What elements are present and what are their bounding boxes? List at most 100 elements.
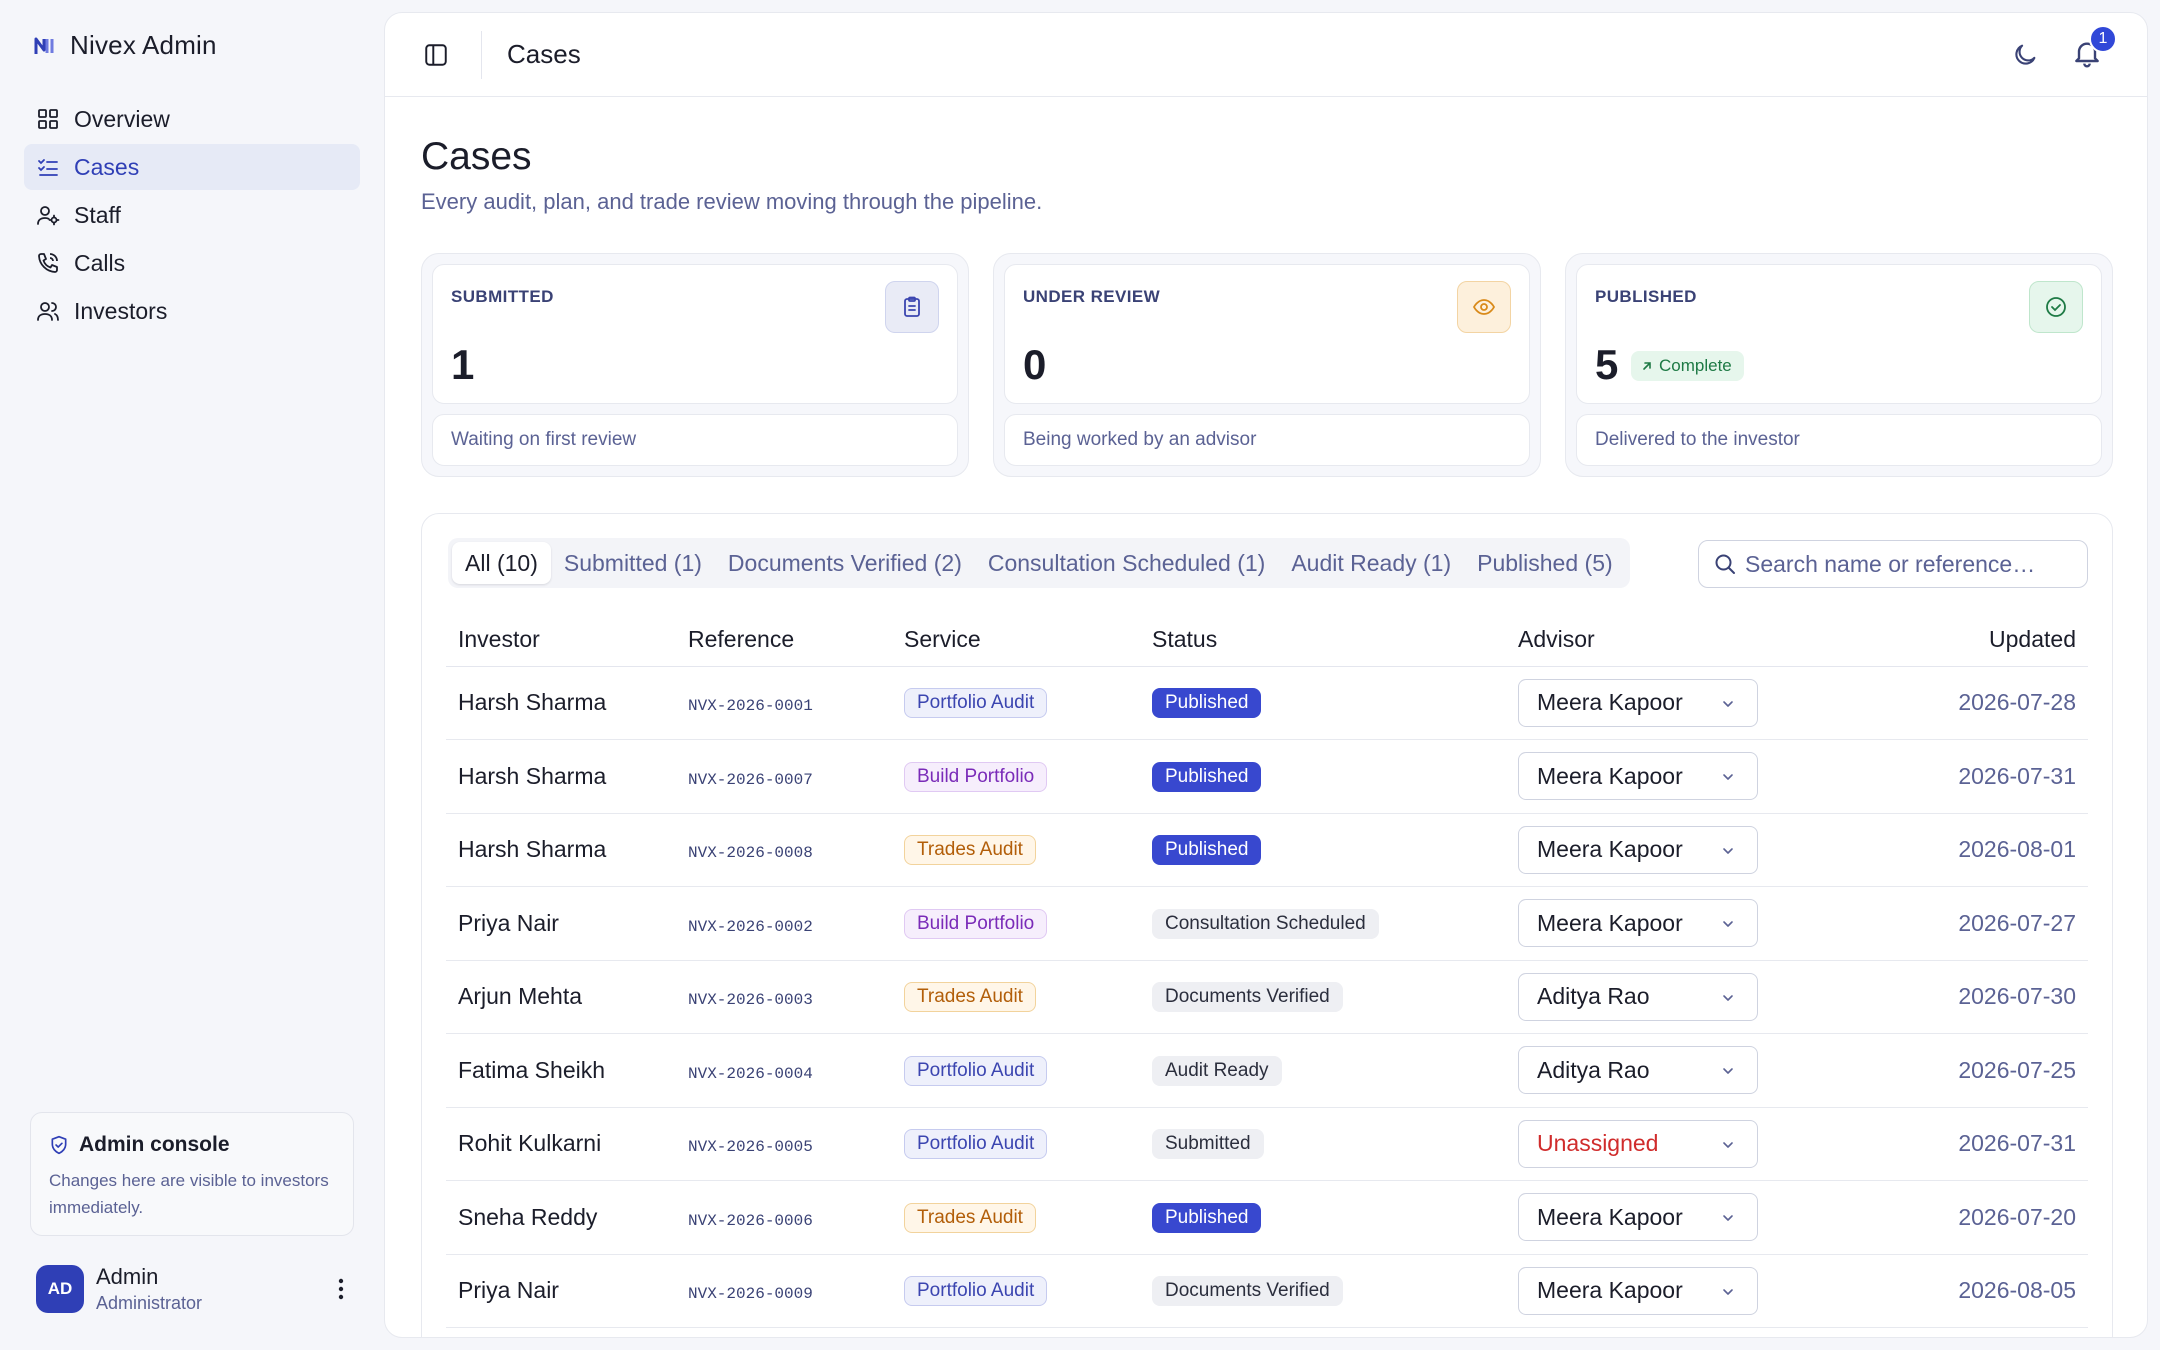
clipboard-icon: [904, 296, 920, 317]
advisor-select[interactable]: Meera Kapoor: [1518, 899, 1758, 948]
table-row[interactable]: Fatima Sheikh NVX-2026-0004 Portfolio Audi…: [446, 1033, 2088, 1108]
stat-icon-box: [885, 281, 939, 333]
table-row[interactable]: Arjun Mehta NVX-2026-0003 Trades Audit Docu…: [446, 960, 2088, 1034]
moon-icon[interactable]: [2011, 41, 2039, 69]
sidebar-item-staff[interactable]: Staff: [24, 192, 360, 238]
complete-badge-label: Complete: [1659, 356, 1732, 375]
users-icon: [37, 302, 59, 321]
advisor-cell: Meera Kapoor: [1506, 739, 1806, 814]
updated-cell: 2026-07-25: [1806, 1033, 2088, 1108]
service-badge: Trades Audit: [904, 835, 1036, 866]
investor-cell: Priya Nair: [446, 1254, 676, 1328]
service-badge: Build Portfolio: [904, 761, 1048, 792]
stat-value: 1: [451, 341, 475, 388]
status-badge: Published: [1152, 1202, 1262, 1233]
table-row[interactable]: Harsh Sharma NVX-2026-0008 Trades Audit Pub…: [446, 813, 2088, 887]
investor-cell: Harsh Sharma: [446, 739, 676, 814]
notification-count-badge: 1: [2089, 25, 2117, 53]
service-cell: Portfolio Audit: [892, 1254, 1140, 1328]
nivex-logo-icon: [34, 37, 54, 54]
main-panel: Cases 1 Cases Every audit, plan, and tra…: [384, 12, 2148, 1338]
updated-cell: 2026-07-31: [1806, 739, 2088, 814]
service-cell: Portfolio Audit: [892, 1033, 1140, 1108]
advisor-select-value: Meera Kapoor: [1537, 909, 1683, 936]
tab-all[interactable]: All (10): [452, 542, 551, 584]
investor-cell: Harsh Sharma: [446, 666, 676, 740]
advisor-select-value: Meera Kapoor: [1537, 836, 1683, 863]
column-header-service[interactable]: Service: [892, 614, 1140, 667]
advisor-select[interactable]: Aditya Rao: [1518, 1046, 1758, 1095]
table-row[interactable]: Priya Nair NVX-2026-0009 Portfolio Audit Do…: [446, 1254, 2088, 1328]
tab-audit-ready[interactable]: Audit Ready (1): [1291, 549, 1452, 576]
advisor-select[interactable]: Meera Kapoor: [1518, 1266, 1758, 1315]
stat-label: UNDER REVIEW: [1023, 287, 1161, 306]
column-header-updated[interactable]: Updated: [1806, 614, 2088, 667]
investor-cell: Fatima Sheikh: [446, 1033, 676, 1108]
status-badge: Documents Verified: [1152, 1276, 1343, 1307]
reference-code: NVX-2026-0004: [688, 1064, 813, 1083]
advisor-select[interactable]: Aditya Rao: [1518, 972, 1758, 1021]
user-profile[interactable]: AD Admin Administrator: [36, 1264, 352, 1314]
sidebar-toggle-icon[interactable]: [423, 42, 449, 68]
tab-submitted[interactable]: Submitted (1): [563, 549, 702, 576]
column-header-investor[interactable]: Investor: [446, 614, 676, 667]
advisor-select[interactable]: Meera Kapoor: [1518, 1193, 1758, 1242]
status-cell: Published: [1140, 1180, 1506, 1255]
table-row[interactable]: Harsh Sharma NVX-2026-0007 Build Portfolio…: [446, 739, 2088, 814]
sidebar-item-label: Calls: [74, 249, 126, 276]
investor-cell: Priya Nair: [446, 886, 676, 961]
more-vertical-icon[interactable]: [336, 1277, 346, 1301]
grid-icon: [38, 109, 58, 129]
investor-cell: Harsh Sharma: [446, 813, 676, 887]
service-badge: Portfolio Audit: [904, 1276, 1048, 1307]
search-input[interactable]: [1745, 550, 2065, 578]
reference-code: NVX-2026-0003: [688, 991, 813, 1010]
table-row[interactable]: Harsh Sharma NVX-2026-0001 Portfolio Audit…: [446, 666, 2088, 740]
advisor-select[interactable]: Unassigned: [1518, 1119, 1758, 1168]
admin-console-card: Admin console Changes here are visible t…: [30, 1112, 354, 1236]
advisor-select-value: Meera Kapoor: [1537, 1203, 1683, 1230]
updated-cell: 2026-08-01: [1806, 813, 2088, 887]
stat-footer: Delivered to the investor: [1576, 414, 2102, 466]
sidebar-item-investors[interactable]: Investors: [24, 288, 360, 334]
advisor-select-value: Unassigned: [1537, 1130, 1659, 1157]
search-box[interactable]: [1698, 540, 2088, 588]
chevron-down-icon: [1723, 1215, 1733, 1222]
notifications-button[interactable]: 1: [2071, 25, 2117, 73]
advisor-select-value: Meera Kapoor: [1537, 762, 1683, 789]
checklist-icon: [38, 159, 58, 176]
advisor-select[interactable]: Meera Kapoor: [1518, 825, 1758, 874]
tab-consultation-scheduled[interactable]: Consultation Scheduled (1): [987, 549, 1266, 576]
sidebar-item-cases[interactable]: Cases: [24, 144, 360, 190]
page-title: Cases: [421, 135, 532, 178]
status-badge: Audit Ready: [1152, 1055, 1282, 1086]
column-header-reference[interactable]: Reference: [676, 614, 892, 667]
table-row[interactable]: Rohit Kulkarni NVX-2026-0005 Portfolio Aud…: [446, 1107, 2088, 1181]
tab-published[interactable]: Published (5): [1477, 549, 1613, 576]
advisor-select[interactable]: Meera Kapoor: [1518, 752, 1758, 801]
sidebar-item-label: Staff: [74, 201, 121, 228]
updated-cell: 2026-07-27: [1806, 886, 2088, 961]
phone-icon: [38, 253, 58, 273]
advisor-select[interactable]: Meera Kapoor: [1518, 678, 1758, 727]
table-row[interactable]: Priya Nair NVX-2026-0002 Build Portfolio Co…: [446, 886, 2088, 961]
column-header-advisor[interactable]: Advisor: [1506, 614, 1806, 667]
table-row[interactable]: Sneha Reddy NVX-2026-0006 Trades Audit Publ…: [446, 1180, 2088, 1255]
sidebar-item-overview[interactable]: Overview: [24, 96, 360, 142]
advisor-cell: Meera Kapoor: [1506, 1254, 1806, 1328]
advisor-cell: Unassigned: [1506, 1107, 1806, 1181]
app-name: Nivex Admin: [70, 30, 217, 60]
investor-cell: Rohit Kulkarni: [446, 1107, 676, 1181]
advisor-select-value: Meera Kapoor: [1537, 689, 1683, 716]
brand[interactable]: Nivex Admin: [34, 30, 217, 61]
status-cell: Published: [1140, 666, 1506, 740]
status-cell: Audit Ready: [1140, 1033, 1506, 1108]
column-header-status[interactable]: Status: [1140, 614, 1506, 667]
advisor-cell: Meera Kapoor: [1506, 813, 1806, 887]
service-badge: Portfolio Audit: [904, 1055, 1048, 1086]
status-badge: Submitted: [1152, 1129, 1264, 1160]
sidebar-item-label: Cases: [74, 153, 140, 180]
sidebar-item-calls[interactable]: Calls: [24, 240, 360, 286]
tab-documents-verified[interactable]: Documents Verified (2): [727, 549, 962, 576]
updated-cell: 2026-07-20: [1806, 1180, 2088, 1255]
